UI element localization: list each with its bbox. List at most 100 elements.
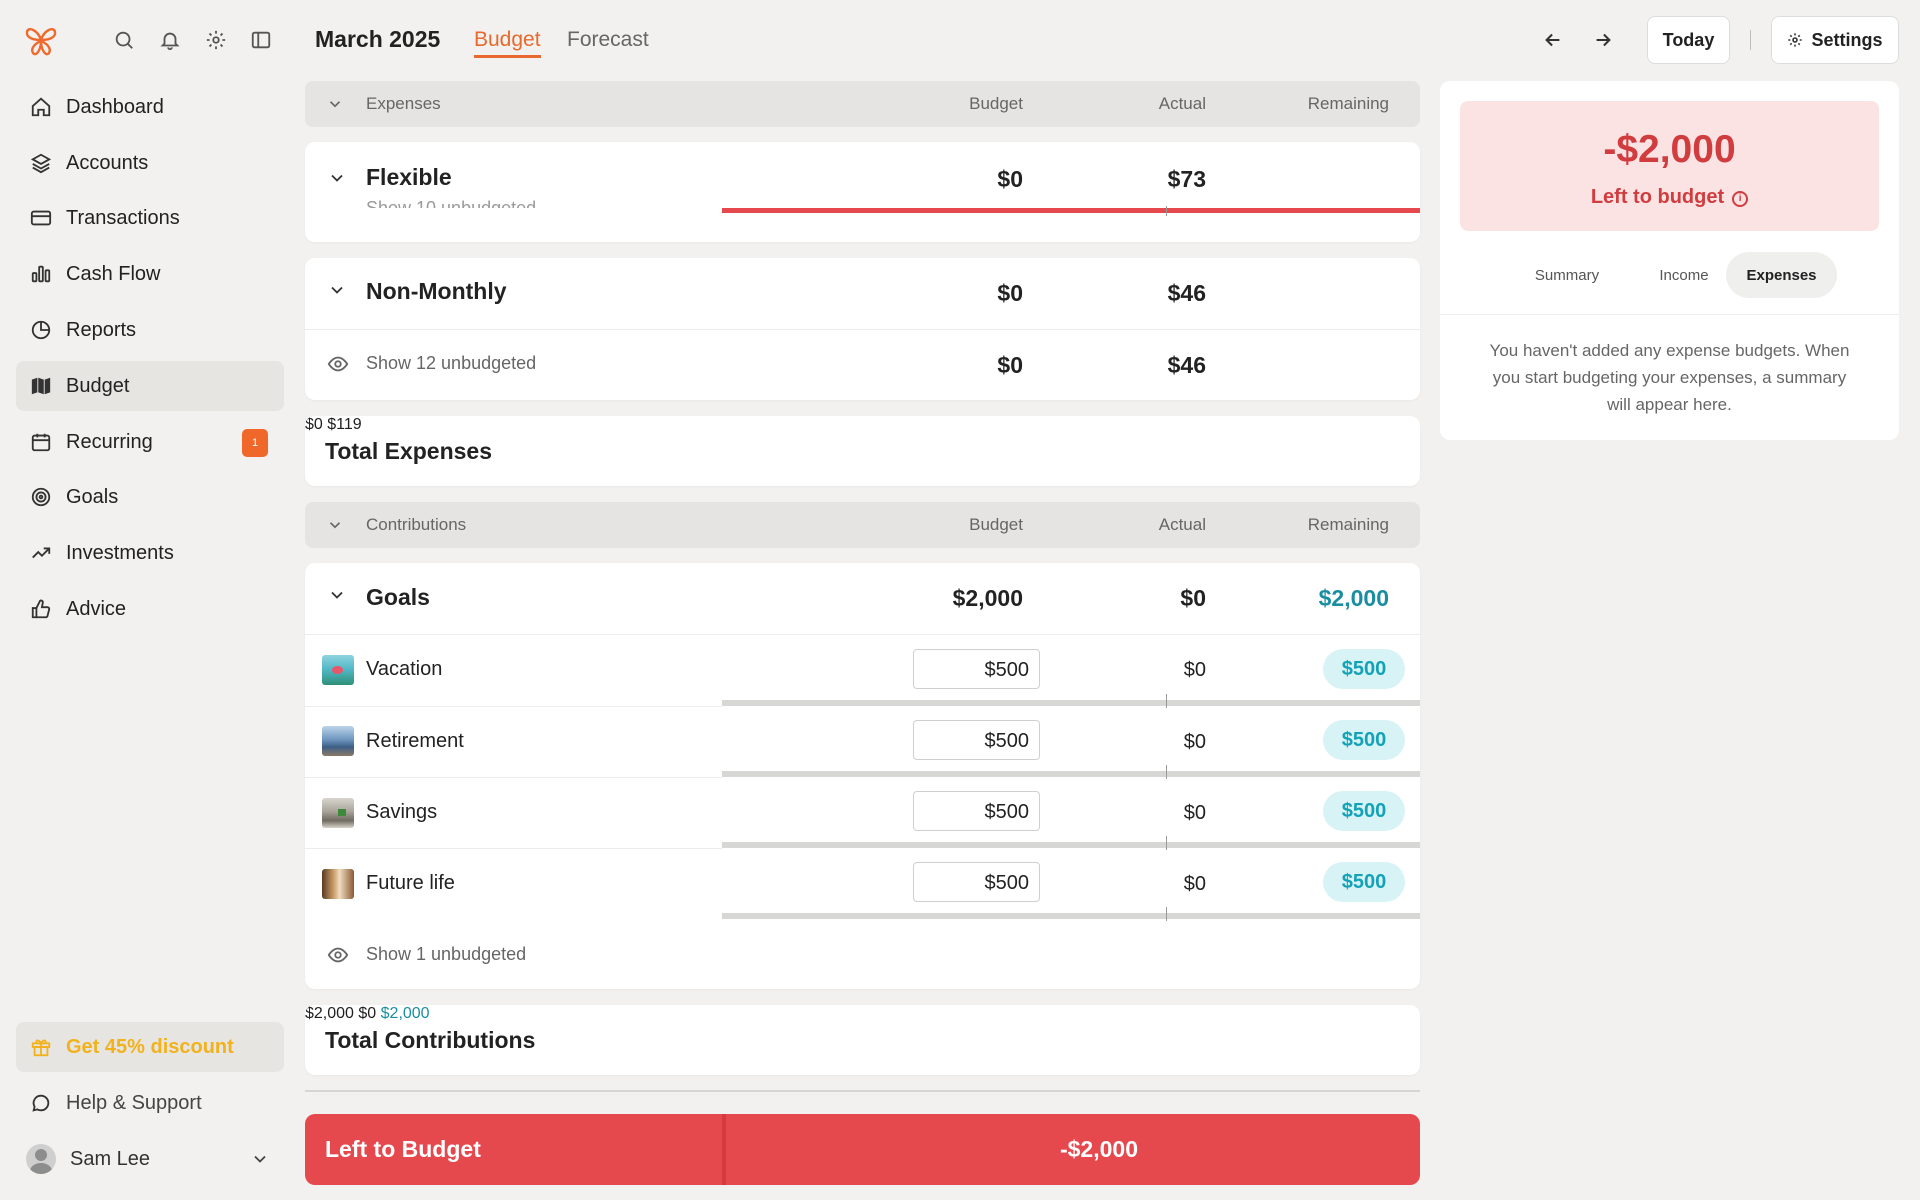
column-header-actual: Actual [1158,515,1206,534]
section-label: Contributions [366,515,467,534]
sidebar-item-accounts[interactable]: Accounts [16,138,284,188]
sidebar-item-label: Accounts [66,151,149,174]
credit-card-icon [30,207,52,229]
prev-month-arrow-icon[interactable] [1542,29,1564,51]
non-monthly-group-row[interactable]: Non-Monthly $0 $46 [305,258,1420,328]
remaining-pill: $500 [1323,720,1405,760]
tab-budget[interactable]: Budget [474,28,541,58]
settings-label: Settings [1811,29,1883,50]
sidebar-item-label: Transactions [66,206,180,229]
panel-divider [1440,314,1899,315]
contributions-section-header[interactable]: Contributions Budget Actual Remaining [305,502,1420,548]
info-icon[interactable]: i [1732,191,1749,207]
sidebar-item-advice[interactable]: Advice [16,584,284,634]
group-name: Goals [366,584,430,610]
column-header-budget: Budget [969,515,1023,534]
tab-income[interactable]: Income [1659,266,1709,284]
chevron-down-icon[interactable] [326,95,344,113]
goals-group-row[interactable]: Goals $2,000 $0 $2,000 [305,563,1420,634]
goal-name: Vacation [366,658,443,680]
sidebar-item-cash-flow[interactable]: Cash Flow [16,249,284,299]
goal-row-savings[interactable]: Savings $500 $0 $500 [305,778,1420,849]
gear-icon[interactable] [205,29,227,51]
tab-expenses[interactable]: Expenses [1726,252,1837,298]
goal-progress-bar [722,771,1420,777]
sidebar-item-recurring[interactable]: Recurring 1 [16,417,284,467]
chevron-down-icon[interactable] [326,516,344,534]
left-to-budget-caption: Left to budget i [1460,186,1879,209]
unbudgeted-budget: $0 [997,352,1023,378]
tab-forecast[interactable]: Forecast [567,28,649,51]
sidebar-item-goals[interactable]: Goals [16,472,284,522]
search-icon[interactable] [113,29,135,51]
chevron-down-icon[interactable] [327,168,347,188]
row-divider [305,329,1420,330]
budget-amount-input[interactable]: $500 [913,791,1040,831]
unbudgeted-row[interactable]: Show 1 unbudgeted [305,920,1420,989]
total-budget: $2,000 [305,1005,354,1022]
goal-row-future-life[interactable]: Future life $500 $0 $500 [305,849,1420,920]
unbudgeted-row[interactable]: Show 12 unbudgeted $0 $46 [305,330,1420,400]
total-actual: $0 [358,1005,377,1022]
pie-chart-icon [30,319,52,341]
budget-amount-input[interactable]: $500 [913,862,1040,902]
unbudgeted-toggle-label[interactable]: Show 12 unbudgeted [366,353,537,373]
goal-actual: $0 [1183,659,1206,681]
sidebar-item-transactions[interactable]: Transactions [16,193,284,243]
column-separator [722,1114,726,1185]
group-budget: $2,000 [952,585,1023,611]
sidebar-item-label: Recurring [66,430,153,453]
calendar-icon [30,431,52,453]
bell-icon[interactable] [159,29,181,51]
chat-bubble-icon [30,1092,52,1114]
today-button[interactable]: Today [1647,16,1730,64]
progress-tick [1166,206,1167,216]
left-to-budget-value: -$2,000 [1059,1136,1138,1162]
total-actual: $119 [327,416,362,433]
sidebar-toggle-icon[interactable] [250,29,272,51]
flexible-group-card: Flexible $0 $73 Show 10 unbudgeted [305,142,1420,242]
sidebar-item-investments[interactable]: Investments [16,528,284,578]
goal-progress-bar [722,913,1420,919]
next-month-arrow-icon[interactable] [1592,29,1614,51]
footer-divider [305,1090,1420,1092]
chevron-down-icon [250,1149,270,1169]
sidebar-item-budget[interactable]: Budget [16,361,284,411]
help-support-link[interactable]: Help & Support [16,1078,284,1128]
goal-row-retirement[interactable]: Retirement $500 $0 $500 [305,707,1420,778]
gear-icon [1787,32,1803,48]
header-divider [1750,30,1751,50]
goal-name: Retirement [366,730,464,752]
user-menu[interactable]: Sam Lee [16,1134,284,1184]
left-to-budget-amount: -$2,000 [1603,128,1736,171]
settings-button[interactable]: Settings [1771,16,1899,64]
gift-icon [30,1036,52,1058]
flexible-group-row[interactable]: Flexible $0 $73 [305,142,1420,212]
budget-amount-input[interactable]: $500 [913,649,1040,689]
column-header-remaining: Remaining [1307,515,1389,534]
goal-progress-bar [722,700,1420,706]
row-divider [305,634,1420,635]
non-monthly-group-card: Non-Monthly $0 $46 Show 12 unbudgeted $0… [305,258,1420,400]
section-label: Expenses [366,94,441,113]
tab-summary[interactable]: Summary [1534,266,1600,284]
unbudgeted-toggle-label[interactable]: Show 1 unbudgeted [366,944,527,964]
progress-tick [1166,836,1167,850]
goal-row-vacation[interactable]: Vacation $500 $0 $500 [305,635,1420,706]
sidebar-item-reports[interactable]: Reports [16,305,284,355]
map-icon [30,375,52,397]
group-actual: $0 [1180,585,1206,611]
goal-thumbnail [322,869,354,899]
expenses-section-header[interactable]: Expenses Budget Actual Remaining [305,81,1420,127]
sidebar-item-label: Dashboard [66,95,164,118]
budget-amount-input[interactable]: $500 [913,720,1040,760]
sidebar-item-dashboard[interactable]: Dashboard [16,82,284,132]
column-header-remaining: Remaining [1307,94,1389,113]
goal-actual: $0 [1183,802,1206,824]
discount-promo-button[interactable]: Get 45% discount [16,1022,284,1072]
sidebar-item-label: Reports [66,318,137,341]
chevron-down-icon[interactable] [327,585,347,605]
app-logo[interactable] [24,24,58,58]
chevron-down-icon[interactable] [327,280,347,300]
bar-chart-icon [30,263,52,285]
